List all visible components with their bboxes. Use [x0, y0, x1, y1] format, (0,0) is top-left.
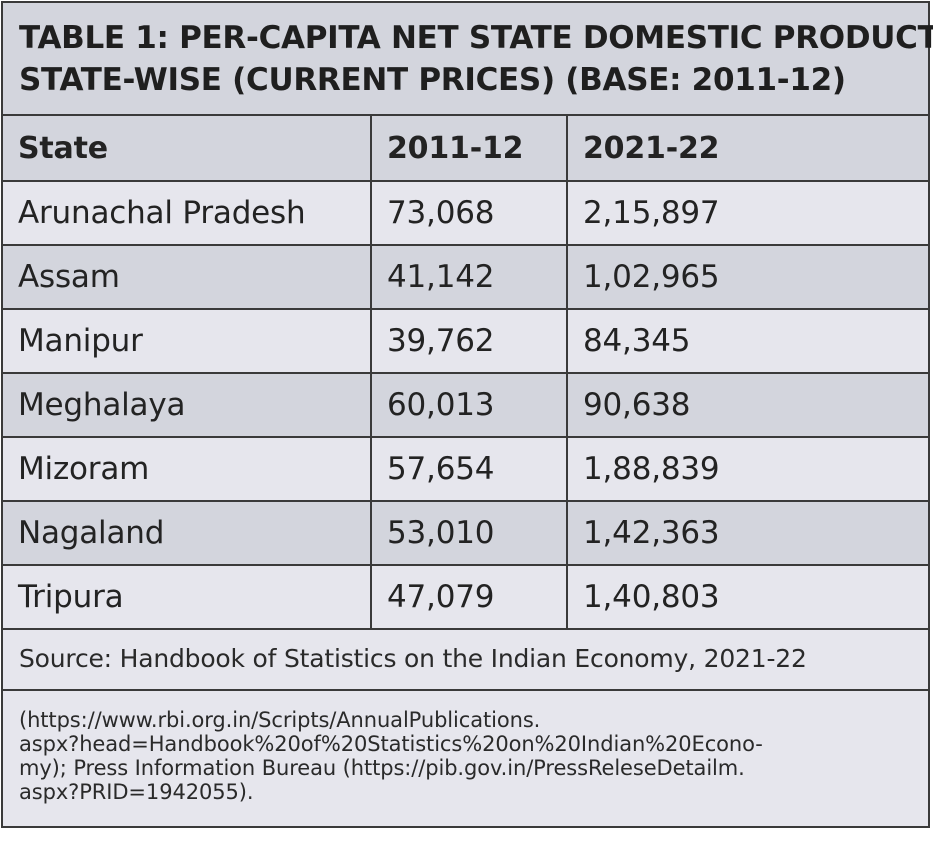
table-row: Manipur 39,762 84,345: [3, 309, 928, 374]
source-note-line: aspx?PRID=1942055).: [19, 780, 254, 804]
state-cell: Mizoram: [3, 437, 372, 502]
source-line: Source: Handbook of Statistics on the In…: [3, 630, 928, 691]
value-2021-22-cell: 84,345: [567, 309, 928, 374]
table-panel: TABLE 1: PER-CAPITA NET STATE DOMESTIC P…: [1, 1, 933, 828]
data-table: State 2011-12 2021-22 Arunachal Pradesh …: [3, 116, 928, 630]
value-2021-22-cell: 2,15,897: [567, 181, 928, 246]
table-row: Meghalaya 60,013 90,638: [3, 373, 928, 438]
value-2011-12-cell: 53,010: [371, 501, 568, 566]
value-2021-22-cell: 1,42,363: [567, 501, 928, 566]
table-title-line-1: TABLE 1: PER-CAPITA NET STATE DOMESTIC P…: [19, 20, 933, 56]
state-cell: Nagaland: [3, 501, 372, 566]
value-2011-12-cell: 73,068: [371, 181, 568, 246]
table-row: Mizoram 57,654 1,88,839: [3, 437, 928, 502]
value-2021-22-cell: 1,40,803: [567, 565, 928, 630]
column-header-2021-22: 2021-22: [567, 116, 928, 182]
table-row: Assam 41,142 1,02,965: [3, 245, 928, 310]
table-row: Arunachal Pradesh 73,068 2,15,897: [3, 181, 928, 246]
table-title-line-2: STATE-WISE (CURRENT PRICES) (BASE: 2011-…: [19, 62, 846, 98]
state-cell: Meghalaya: [3, 373, 372, 438]
value-2011-12-cell: 57,654: [371, 437, 568, 502]
table-row: Nagaland 53,010 1,42,363: [3, 501, 928, 566]
source-note: (https://www.rbi.org.in/Scripts/AnnualPu…: [3, 691, 928, 804]
state-cell: Tripura: [3, 565, 372, 630]
table-header-row: State 2011-12 2021-22: [3, 116, 928, 182]
source-note-line: aspx?head=Handbook%20of%20Statistics%20o…: [19, 732, 763, 756]
source-note-line: my); Press Information Bureau (https://p…: [19, 756, 745, 780]
state-cell: Manipur: [3, 309, 372, 374]
state-cell: Assam: [3, 245, 372, 310]
column-header-2011-12: 2011-12: [371, 116, 568, 182]
source-note-line: (https://www.rbi.org.in/Scripts/AnnualPu…: [19, 708, 541, 732]
value-2021-22-cell: 90,638: [567, 373, 928, 438]
value-2011-12-cell: 60,013: [371, 373, 568, 438]
value-2011-12-cell: 39,762: [371, 309, 568, 374]
column-header-state: State: [3, 116, 372, 182]
value-2011-12-cell: 47,079: [371, 565, 568, 630]
value-2021-22-cell: 1,02,965: [567, 245, 928, 310]
state-cell: Arunachal Pradesh: [3, 181, 372, 246]
value-2021-22-cell: 1,88,839: [567, 437, 928, 502]
table-row: Tripura 47,079 1,40,803: [3, 565, 928, 630]
value-2011-12-cell: 41,142: [371, 245, 568, 310]
table-title: TABLE 1: PER-CAPITA NET STATE DOMESTIC P…: [3, 3, 933, 116]
